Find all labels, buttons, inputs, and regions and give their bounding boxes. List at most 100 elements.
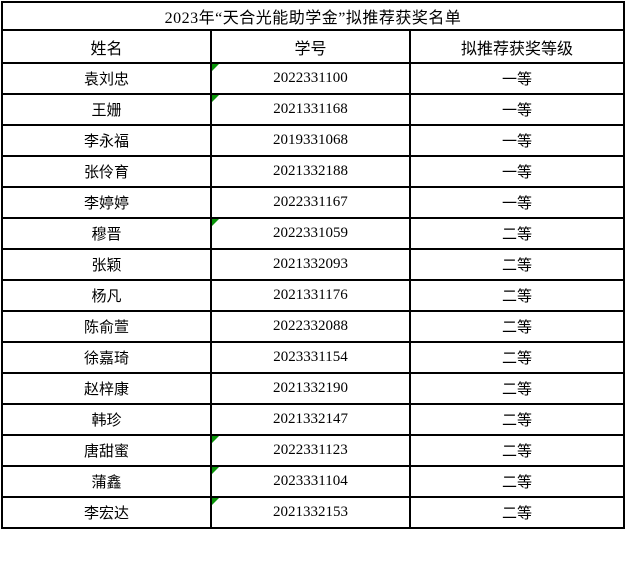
student-name: 张伶育 <box>83 165 129 181</box>
level-cell[interactable]: 一等 <box>408 93 625 126</box>
level-cell[interactable]: 二等 <box>408 341 625 374</box>
level-cell[interactable]: 二等 <box>408 310 625 343</box>
student-id-cell[interactable]: 2021331168 <box>210 93 411 126</box>
student-id-cell[interactable]: 2021332153 <box>210 496 411 529</box>
name-cell[interactable]: 徐嘉琦 <box>1 341 212 374</box>
student-id-cell[interactable]: 2021332093 <box>210 248 411 281</box>
header-row: 姓名 学号 拟推荐获奖等级 <box>1 29 625 64</box>
student-id: 2021332147 <box>273 411 348 427</box>
level-cell[interactable]: 二等 <box>408 434 625 467</box>
student-name: 穆晋 <box>91 227 122 243</box>
student-id-cell[interactable]: 2022332088 <box>210 310 411 343</box>
level-cell[interactable]: 一等 <box>408 124 625 157</box>
award-level: 二等 <box>502 351 533 367</box>
table-row: 杨凡 2021331176 二等 <box>1 279 625 312</box>
level-cell[interactable]: 一等 <box>408 62 625 95</box>
student-id: 2022331167 <box>273 194 348 210</box>
student-id-cell[interactable]: 2022331100 <box>210 62 411 95</box>
name-cell[interactable]: 张颖 <box>1 248 212 281</box>
name-cell[interactable]: 陈俞萱 <box>1 310 212 343</box>
student-id-cell[interactable]: 2021332190 <box>210 372 411 405</box>
student-id-cell[interactable]: 2022331167 <box>210 186 411 219</box>
student-id: 2021331176 <box>273 287 348 303</box>
student-name: 杨凡 <box>91 289 122 305</box>
table-row: 陈俞萱 2022332088 二等 <box>1 310 625 343</box>
award-level: 一等 <box>502 134 533 150</box>
student-id: 2023331154 <box>273 349 348 365</box>
student-id: 2022332088 <box>273 318 348 334</box>
level-cell[interactable]: 二等 <box>408 496 625 529</box>
table-row: 李婷婷 2022331167 一等 <box>1 186 625 219</box>
level-cell[interactable]: 二等 <box>408 372 625 405</box>
green-triangle-icon <box>213 65 219 71</box>
level-cell[interactable]: 二等 <box>408 217 625 250</box>
award-level: 二等 <box>502 413 533 429</box>
name-cell[interactable]: 王姗 <box>1 93 212 126</box>
green-triangle-icon <box>213 499 219 505</box>
student-name: 李婷婷 <box>83 196 129 212</box>
student-id-cell[interactable]: 2019331068 <box>210 124 411 157</box>
student-id-cell[interactable]: 2022331059 <box>210 217 411 250</box>
student-id: 2021332188 <box>273 163 348 179</box>
table-row: 蒲鑫 2023331104 二等 <box>1 465 625 498</box>
name-cell[interactable]: 韩珍 <box>1 403 212 436</box>
student-id-cell[interactable]: 2021332188 <box>210 155 411 188</box>
student-id: 2019331068 <box>273 132 348 148</box>
student-id-cell[interactable]: 2023331104 <box>210 465 411 498</box>
name-cell[interactable]: 穆晋 <box>1 217 212 250</box>
student-name: 张颖 <box>91 258 122 274</box>
award-level: 一等 <box>502 165 533 181</box>
student-id-cell[interactable]: 2021332147 <box>210 403 411 436</box>
student-id-cell[interactable]: 2022331123 <box>210 434 411 467</box>
level-cell[interactable]: 二等 <box>408 248 625 281</box>
table-row: 穆晋 2022331059 二等 <box>1 217 625 250</box>
award-level: 二等 <box>502 444 533 460</box>
student-name: 李宏达 <box>83 506 129 522</box>
student-id: 2021332190 <box>273 380 348 396</box>
table-body: 2023年“天合光能助学金”拟推荐获奖名单 姓名 学号 拟推荐获奖等级 袁刘忠 … <box>0 1 625 529</box>
student-name: 赵梓康 <box>83 382 129 398</box>
award-level: 二等 <box>502 258 533 274</box>
level-cell[interactable]: 二等 <box>408 465 625 498</box>
table-row: 张伶育 2021332188 一等 <box>1 155 625 188</box>
table-row: 李永福 2019331068 一等 <box>1 124 625 157</box>
student-name: 王姗 <box>91 103 122 119</box>
award-level: 一等 <box>502 196 533 212</box>
name-cell[interactable]: 杨凡 <box>1 279 212 312</box>
student-id: 2021332093 <box>273 256 348 272</box>
table-row: 赵梓康 2021332190 二等 <box>1 372 625 405</box>
green-triangle-icon <box>213 220 219 226</box>
award-level: 二等 <box>502 320 533 336</box>
student-id: 2021332153 <box>273 504 348 520</box>
level-cell[interactable]: 二等 <box>408 279 625 312</box>
name-cell[interactable]: 李永福 <box>1 124 212 157</box>
award-level: 二等 <box>502 382 533 398</box>
level-cell[interactable]: 二等 <box>408 403 625 436</box>
award-list-table: 2023年“天合光能助学金”拟推荐获奖名单 姓名 学号 拟推荐获奖等级 袁刘忠 … <box>0 1 625 529</box>
name-cell[interactable]: 李宏达 <box>1 496 212 529</box>
student-id-cell[interactable]: 2021331176 <box>210 279 411 312</box>
column-header-name: 姓名 <box>1 29 212 64</box>
award-level: 二等 <box>502 506 533 522</box>
student-id: 2021331168 <box>273 101 348 117</box>
award-level: 二等 <box>502 475 533 491</box>
name-cell[interactable]: 袁刘忠 <box>1 62 212 95</box>
student-id-cell[interactable]: 2023331154 <box>210 341 411 374</box>
name-cell[interactable]: 李婷婷 <box>1 186 212 219</box>
level-cell[interactable]: 一等 <box>408 155 625 188</box>
name-cell[interactable]: 蒲鑫 <box>1 465 212 498</box>
name-cell[interactable]: 唐甜蜜 <box>1 434 212 467</box>
table-row: 唐甜蜜 2022331123 二等 <box>1 434 625 467</box>
name-cell[interactable]: 张伶育 <box>1 155 212 188</box>
column-header-award-level: 拟推荐获奖等级 <box>408 29 625 64</box>
student-name: 韩珍 <box>91 413 122 429</box>
student-name: 蒲鑫 <box>91 475 122 491</box>
table-row: 王姗 2021331168 一等 <box>1 93 625 126</box>
title-row: 2023年“天合光能助学金”拟推荐获奖名单 <box>0 1 625 31</box>
award-level: 一等 <box>502 72 533 88</box>
award-level: 一等 <box>502 103 533 119</box>
level-cell[interactable]: 一等 <box>408 186 625 219</box>
table-row: 张颖 2021332093 二等 <box>1 248 625 281</box>
name-cell[interactable]: 赵梓康 <box>1 372 212 405</box>
